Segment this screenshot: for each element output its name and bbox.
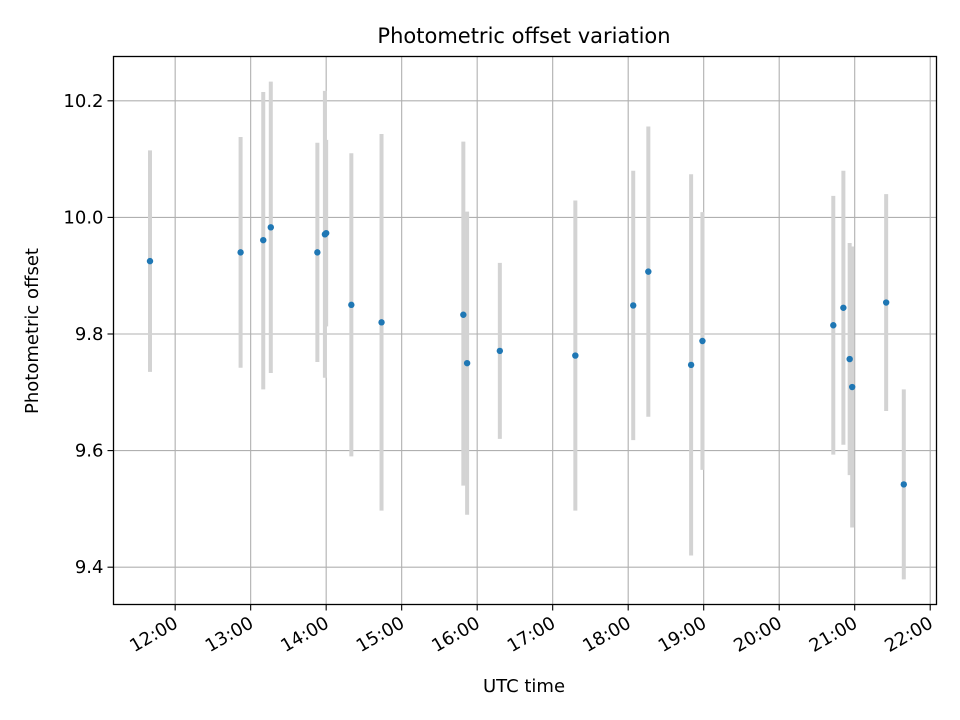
data-point [645, 268, 652, 275]
x-tick-label: 19:00 [655, 613, 710, 657]
x-axis-label: UTC time [483, 676, 565, 697]
data-point [687, 361, 695, 369]
data-point [630, 302, 637, 309]
y-tick-label: 10.2 [63, 91, 103, 112]
x-tick-label: 17:00 [504, 613, 559, 657]
data-point [260, 236, 267, 244]
x-tick-label: 22:00 [881, 613, 936, 657]
data-point [900, 481, 907, 488]
data-point [314, 249, 321, 256]
x-tick-label: 21:00 [806, 613, 861, 657]
data-point [378, 319, 385, 326]
data-point [882, 299, 890, 306]
data-point [348, 301, 355, 309]
data-point [572, 352, 579, 359]
y-axis-ticks: 9.4 9.6 9.8 10.0 10.2 [63, 91, 114, 578]
x-tick-label: 16:00 [428, 613, 483, 657]
data-point [237, 249, 244, 256]
x-axis-ticks: 12:00 13:00 14:00 15:00 16:00 17:00 18:00 19:00… [126, 604, 937, 657]
x-tick-label: 18:00 [579, 613, 634, 657]
data-point [848, 383, 856, 391]
error-bars [147, 81, 906, 580]
x-tick-label: 14:00 [277, 613, 332, 657]
data-point [146, 257, 154, 265]
y-tick-label: 9.8 [75, 324, 104, 345]
plot-frame [112, 55, 938, 606]
data-point [460, 311, 467, 318]
x-tick-label: 13:00 [202, 613, 257, 657]
data-point [840, 304, 847, 311]
y-axis-label: Photometric offset [22, 248, 43, 414]
data-point [463, 359, 471, 367]
y-tick-label: 10.0 [63, 207, 103, 228]
data-point [846, 355, 853, 363]
data-point [322, 229, 330, 237]
data-point [699, 337, 706, 345]
y-tick-label: 9.6 [75, 441, 104, 462]
chart-title: Photometric offset variation [377, 24, 670, 48]
data-point [496, 347, 504, 355]
data-points [146, 224, 907, 488]
x-tick-label: 20:00 [730, 613, 785, 657]
data-point [267, 224, 275, 231]
x-tick-label: 15:00 [353, 613, 408, 657]
x-tick-label: 12:00 [126, 613, 181, 657]
grid-lines [113, 56, 937, 605]
y-tick-label: 9.4 [75, 557, 104, 578]
data-point [830, 322, 837, 329]
